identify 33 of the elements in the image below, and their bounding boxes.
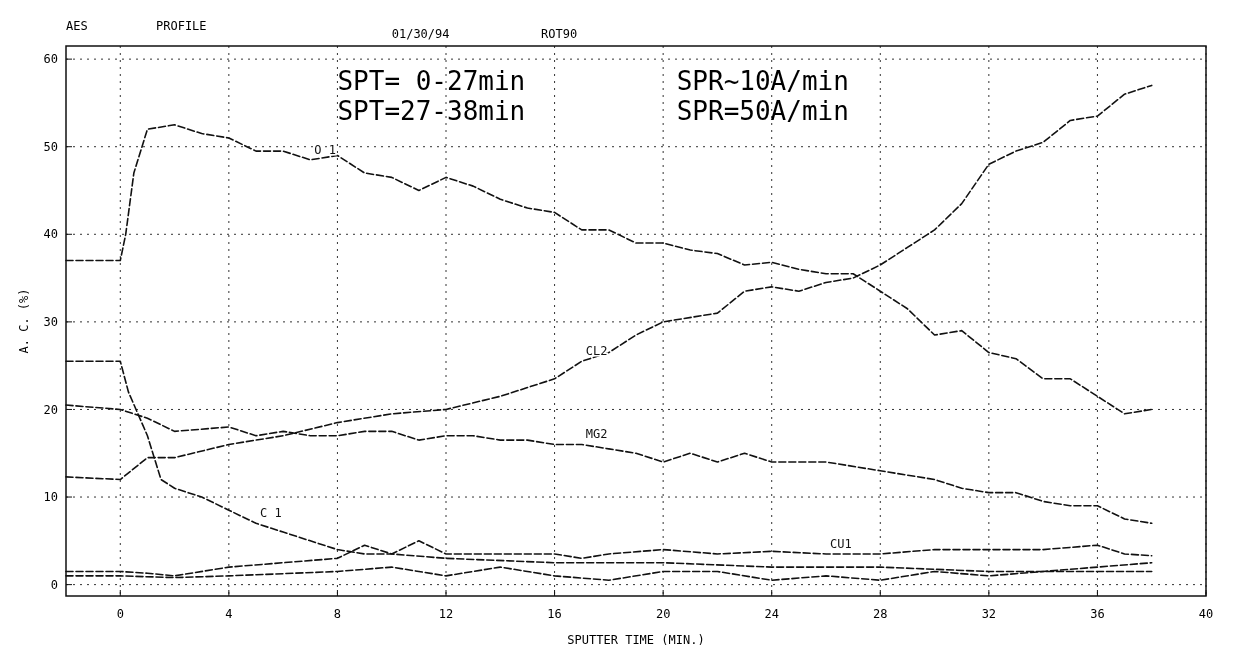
y-tick-label: 40: [43, 227, 58, 242]
chart-title: AES: [66, 19, 88, 33]
y-tick-label: 20: [43, 402, 58, 417]
x-tick-label: 12: [438, 607, 454, 621]
annotation: SPR~10A/min: [676, 65, 849, 96]
x-tick-label: 20: [655, 607, 671, 621]
text: ROT90: [541, 27, 578, 41]
x-tick-label: 24: [764, 607, 779, 621]
x-tick-label: 40: [1198, 607, 1214, 621]
series-label: O 1: [314, 142, 336, 157]
chart-subtitle: PROFILE: [156, 19, 207, 33]
series-label: MG2: [585, 427, 608, 442]
series-label: CU1: [830, 536, 852, 551]
y-tick-label: 0: [50, 577, 58, 592]
x-tick-label: 28: [873, 607, 888, 621]
x-tick-label: 36: [1090, 607, 1105, 621]
series-label: C 1: [260, 506, 282, 521]
x-axis-title: SPUTTER TIME (MIN.): [567, 633, 705, 647]
x-tick-label: 0: [116, 607, 124, 621]
y-axis-title: A. C. (%): [17, 288, 31, 354]
text: 01/30/94: [391, 27, 450, 41]
y-tick-label: 50: [43, 139, 58, 154]
annotation: SPR=50A/min: [676, 96, 849, 127]
x-tick-label: 16: [547, 607, 562, 621]
y-tick-label: 30: [43, 315, 58, 330]
y-tick-label: 10: [43, 490, 58, 505]
x-tick-label: 4: [225, 607, 233, 621]
annotation: SPT=27-38min: [337, 96, 526, 127]
x-tick-label: 8: [333, 607, 342, 621]
y-tick-label: 60: [43, 52, 58, 67]
series-label: CL2: [585, 344, 608, 359]
x-tick-label: 32: [981, 607, 997, 621]
annotation: SPT= 0-27min: [337, 65, 526, 96]
